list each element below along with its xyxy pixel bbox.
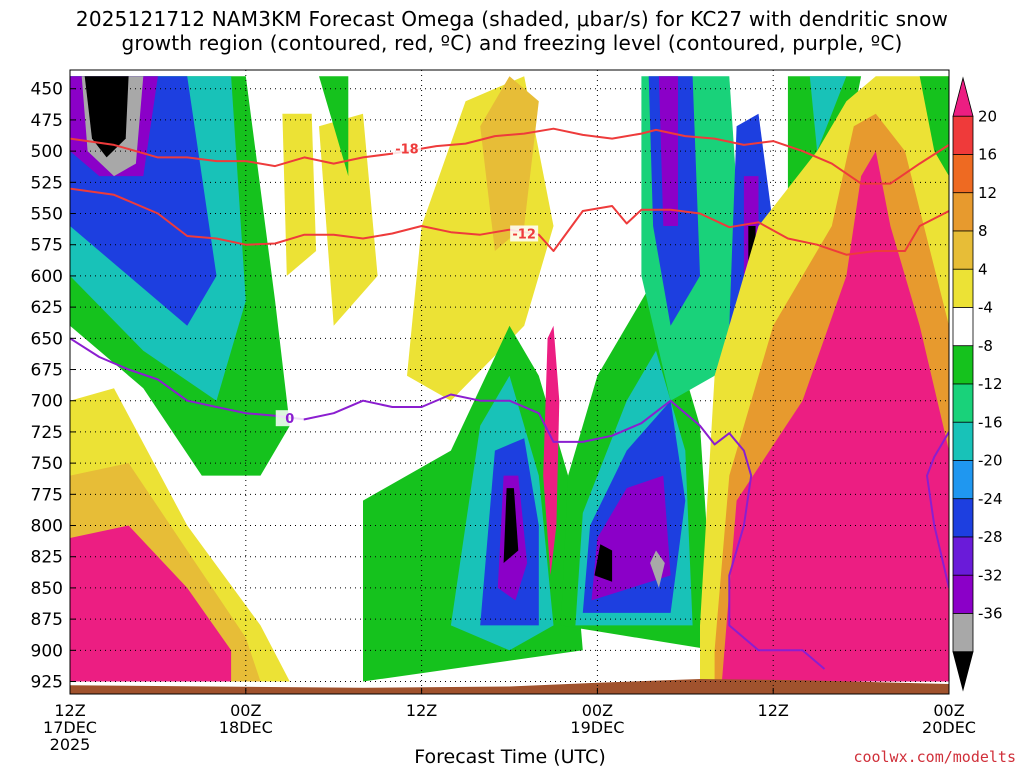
colorbar-segment-2 bbox=[952, 154, 974, 194]
omega-region-up-4 bbox=[319, 76, 349, 177]
x-tick-label-36-1: 00Z bbox=[582, 701, 613, 720]
omega-region-up-32 bbox=[650, 550, 665, 588]
dgz-contour-0 bbox=[70, 127, 949, 185]
colorbar-segment-10 bbox=[952, 460, 974, 500]
colorbar-label--8: -8 bbox=[978, 337, 993, 355]
colorbar-label--28: -28 bbox=[978, 528, 1003, 546]
y-tick-label-850: 850 bbox=[31, 579, 63, 599]
colorbar-label--24: -24 bbox=[978, 490, 1003, 508]
y-tick-label-800: 800 bbox=[31, 517, 63, 537]
y-tick-label-550: 550 bbox=[31, 205, 63, 225]
omega-region-up-4 bbox=[919, 76, 949, 177]
colorbar-label--20: -20 bbox=[978, 452, 1003, 470]
colorbar-segment-15 bbox=[952, 651, 974, 692]
x-tick-label-36-2: 19DEC bbox=[570, 718, 624, 737]
x-tick-label-60-2: 20DEC bbox=[922, 718, 976, 737]
y-tick-label-625: 625 bbox=[31, 298, 63, 318]
x-tick-label-0-1: 12Z bbox=[54, 701, 85, 720]
contours: -18 -12 0 bbox=[70, 127, 949, 670]
dgz-contour-0-label: -18 bbox=[395, 143, 419, 158]
y-tick-label-775: 775 bbox=[31, 485, 63, 505]
y-tick-label-575: 575 bbox=[31, 236, 63, 256]
y-axis: 450 475 500 525 550 575 600 625 650 675 700 725 750 7… bbox=[31, 80, 76, 693]
colorbar-label--16: -16 bbox=[978, 413, 1003, 431]
y-tick-label-900: 900 bbox=[31, 641, 63, 661]
freezing-contour-1 bbox=[926, 431, 949, 589]
chart-title-line-2: growth region (contoured, red, ºC) and f… bbox=[121, 31, 903, 55]
x-tick-label-24-1: 12Z bbox=[406, 701, 437, 720]
colorbar-segment-14 bbox=[952, 613, 974, 653]
y-tick-label-475: 475 bbox=[31, 111, 63, 131]
omega-region-up-28 bbox=[658, 76, 678, 226]
omega-region-strong-up-36 bbox=[594, 544, 613, 582]
dgz-contour-1 bbox=[70, 187, 949, 256]
omega-region-strong-down bbox=[721, 151, 949, 682]
omega-region-down-4 bbox=[319, 113, 378, 326]
colorbar-label-12: 12 bbox=[978, 184, 997, 202]
x-tick-label-0-2: 17DEC bbox=[43, 718, 97, 737]
omega-region-strong-down bbox=[543, 325, 560, 576]
y-tick-label-675: 675 bbox=[31, 361, 63, 381]
terrain-polygon bbox=[70, 679, 949, 694]
colorbar-label-16: 16 bbox=[978, 146, 997, 164]
colorbar-segment-8 bbox=[952, 383, 974, 423]
colorbar-label-4: 4 bbox=[978, 260, 988, 278]
colorbar-segment-7 bbox=[952, 345, 974, 385]
omega-region-strong-down bbox=[70, 525, 232, 682]
omega-shading bbox=[70, 76, 949, 682]
colorbar-segment-11 bbox=[952, 498, 974, 538]
colorbar-segment-1 bbox=[952, 115, 974, 155]
x-tick-label-12-2: 18DEC bbox=[219, 718, 273, 737]
colorbar-segment-0 bbox=[952, 76, 974, 117]
omega-region-down-8 bbox=[480, 76, 539, 251]
y-tick-label-725: 725 bbox=[31, 423, 63, 443]
y-tick-label-875: 875 bbox=[31, 610, 63, 630]
omega-region-up-12 bbox=[809, 76, 847, 152]
freezing-contour-0-label-bg bbox=[275, 410, 304, 427]
omega-region-down-4 bbox=[282, 113, 317, 276]
freezing-contour-0-label: 0 bbox=[285, 412, 294, 427]
y-tick-label-450: 450 bbox=[31, 80, 63, 100]
x-tick-label-48-1: 12Z bbox=[758, 701, 789, 720]
plot-frame bbox=[69, 69, 950, 695]
colorbar-segment-4 bbox=[952, 230, 974, 270]
colorbar-label-20: 20 bbox=[978, 107, 997, 125]
y-tick-label-600: 600 bbox=[31, 267, 63, 287]
x-axis-label: Forecast Time (UTC) bbox=[414, 746, 606, 768]
colorbar-segment-12 bbox=[952, 536, 974, 576]
terrain-fill bbox=[70, 679, 949, 694]
y-tick-label-925: 925 bbox=[31, 673, 63, 693]
colorbar-legend: 20 16 12 8 4 -4 -8 -12 -16 -20 -24 -28 -32 -36 bbox=[952, 76, 1003, 692]
x-tick-label-0-3: 2025 bbox=[50, 735, 91, 754]
dgz-contour-1-label: -12 bbox=[512, 227, 536, 242]
colorbar-label-8: 8 bbox=[978, 222, 988, 240]
colorbar-segment-6 bbox=[952, 307, 974, 347]
y-tick-label-700: 700 bbox=[31, 392, 63, 412]
freezing-contour-0 bbox=[70, 337, 826, 670]
colorbar-label--12: -12 bbox=[978, 375, 1003, 393]
y-tick-label-825: 825 bbox=[31, 548, 63, 568]
colorbar-label--36: -36 bbox=[978, 605, 1003, 623]
colorbar-segment-13 bbox=[952, 574, 974, 614]
colorbar-segment-3 bbox=[952, 192, 974, 232]
y-tick-label-525: 525 bbox=[31, 173, 63, 193]
colorbar-segment-5 bbox=[952, 268, 974, 308]
x-tick-label-12-1: 00Z bbox=[230, 701, 261, 720]
y-tick-label-500: 500 bbox=[31, 142, 63, 162]
y-tick-label-750: 750 bbox=[31, 454, 63, 474]
site-credit[interactable]: coolwx.com/modelts bbox=[853, 748, 1016, 766]
omega-region-strong-up-36 bbox=[84, 76, 129, 158]
y-tick-label-650: 650 bbox=[31, 329, 63, 349]
chart-title-line-1: 2025121712 NAM3KM Forecast Omega (shaded… bbox=[75, 7, 949, 31]
colorbar-label--4: -4 bbox=[978, 299, 993, 317]
colorbar-label--32: -32 bbox=[978, 566, 1003, 584]
colorbar-segment-9 bbox=[952, 421, 974, 461]
dgz-contour-1-label-bg bbox=[510, 225, 539, 242]
dgz-contour-0-label-bg bbox=[392, 140, 421, 157]
x-tick-label-60-1: 00Z bbox=[933, 701, 964, 720]
